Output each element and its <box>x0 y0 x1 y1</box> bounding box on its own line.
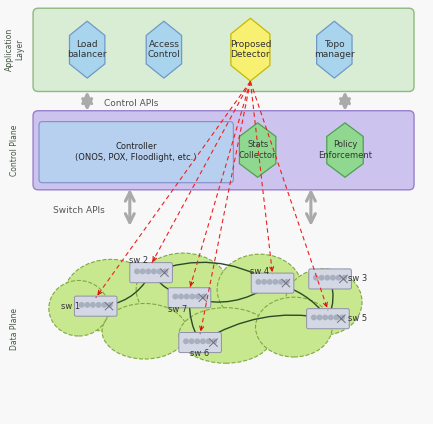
Circle shape <box>278 279 284 285</box>
Polygon shape <box>317 21 352 78</box>
Circle shape <box>183 338 189 344</box>
FancyBboxPatch shape <box>309 269 352 289</box>
Circle shape <box>341 275 347 281</box>
FancyBboxPatch shape <box>307 309 349 329</box>
Ellipse shape <box>49 280 109 336</box>
Circle shape <box>134 268 140 274</box>
Circle shape <box>200 338 206 344</box>
Ellipse shape <box>102 304 187 359</box>
Circle shape <box>324 275 330 281</box>
FancyBboxPatch shape <box>251 273 294 293</box>
FancyBboxPatch shape <box>130 262 172 283</box>
Text: Controller
(ONOS, POX, Floodlight, etc.): Controller (ONOS, POX, Floodlight, etc.) <box>75 142 197 162</box>
Circle shape <box>84 302 90 308</box>
Text: sw 4: sw 4 <box>250 267 269 276</box>
Circle shape <box>284 279 290 285</box>
Circle shape <box>184 293 190 299</box>
FancyBboxPatch shape <box>39 122 233 183</box>
Circle shape <box>189 293 195 299</box>
Circle shape <box>255 279 262 285</box>
Text: sw 1: sw 1 <box>61 301 80 311</box>
Polygon shape <box>146 21 181 78</box>
Circle shape <box>272 279 278 285</box>
Ellipse shape <box>179 308 272 363</box>
Circle shape <box>189 338 194 344</box>
Text: sw 7: sw 7 <box>168 304 187 314</box>
Circle shape <box>79 302 84 308</box>
Circle shape <box>322 315 328 321</box>
Text: Stats
Collector: Stats Collector <box>239 140 276 160</box>
Circle shape <box>330 275 336 281</box>
Text: sw 2: sw 2 <box>129 256 148 265</box>
Ellipse shape <box>285 269 362 335</box>
Text: Control APIs: Control APIs <box>104 99 158 108</box>
Circle shape <box>157 268 162 274</box>
Circle shape <box>90 302 96 308</box>
Circle shape <box>313 275 319 281</box>
Circle shape <box>162 268 168 274</box>
Circle shape <box>101 302 107 308</box>
Circle shape <box>319 275 325 281</box>
Ellipse shape <box>255 297 332 357</box>
Text: Topo
manager: Topo manager <box>314 40 355 59</box>
Text: Control Plane: Control Plane <box>10 124 19 176</box>
FancyBboxPatch shape <box>179 332 221 353</box>
Circle shape <box>145 268 151 274</box>
Text: sw 3: sw 3 <box>348 274 368 284</box>
FancyBboxPatch shape <box>74 296 117 316</box>
Ellipse shape <box>64 259 158 332</box>
Circle shape <box>328 315 334 321</box>
Ellipse shape <box>136 253 230 326</box>
Circle shape <box>261 279 267 285</box>
Text: Load
balancer: Load balancer <box>68 40 107 59</box>
Circle shape <box>195 293 201 299</box>
Circle shape <box>178 293 184 299</box>
Circle shape <box>211 338 217 344</box>
Circle shape <box>96 302 101 308</box>
Polygon shape <box>231 18 270 81</box>
Circle shape <box>194 338 200 344</box>
Circle shape <box>336 275 342 281</box>
Text: Application
Layer: Application Layer <box>5 28 24 71</box>
Text: sw 6: sw 6 <box>191 349 210 357</box>
Circle shape <box>200 293 207 299</box>
Circle shape <box>151 268 157 274</box>
Text: Access
Control: Access Control <box>148 40 180 59</box>
Circle shape <box>172 293 178 299</box>
FancyBboxPatch shape <box>168 288 211 308</box>
Polygon shape <box>239 123 276 177</box>
Circle shape <box>311 315 317 321</box>
FancyBboxPatch shape <box>33 8 414 92</box>
Text: Policy
Enforcement: Policy Enforcement <box>318 140 372 160</box>
Text: Proposed
Detector: Proposed Detector <box>229 40 271 59</box>
Circle shape <box>107 302 113 308</box>
Circle shape <box>317 315 323 321</box>
Text: sw 5: sw 5 <box>348 314 367 323</box>
FancyBboxPatch shape <box>33 111 414 190</box>
Text: Switch APIs: Switch APIs <box>53 206 105 215</box>
Circle shape <box>339 315 345 321</box>
Circle shape <box>140 268 145 274</box>
Circle shape <box>333 315 339 321</box>
Polygon shape <box>327 123 363 177</box>
Polygon shape <box>69 21 105 78</box>
Circle shape <box>267 279 273 285</box>
Ellipse shape <box>217 254 302 325</box>
Circle shape <box>206 338 212 344</box>
Text: Data Plane: Data Plane <box>10 308 19 350</box>
